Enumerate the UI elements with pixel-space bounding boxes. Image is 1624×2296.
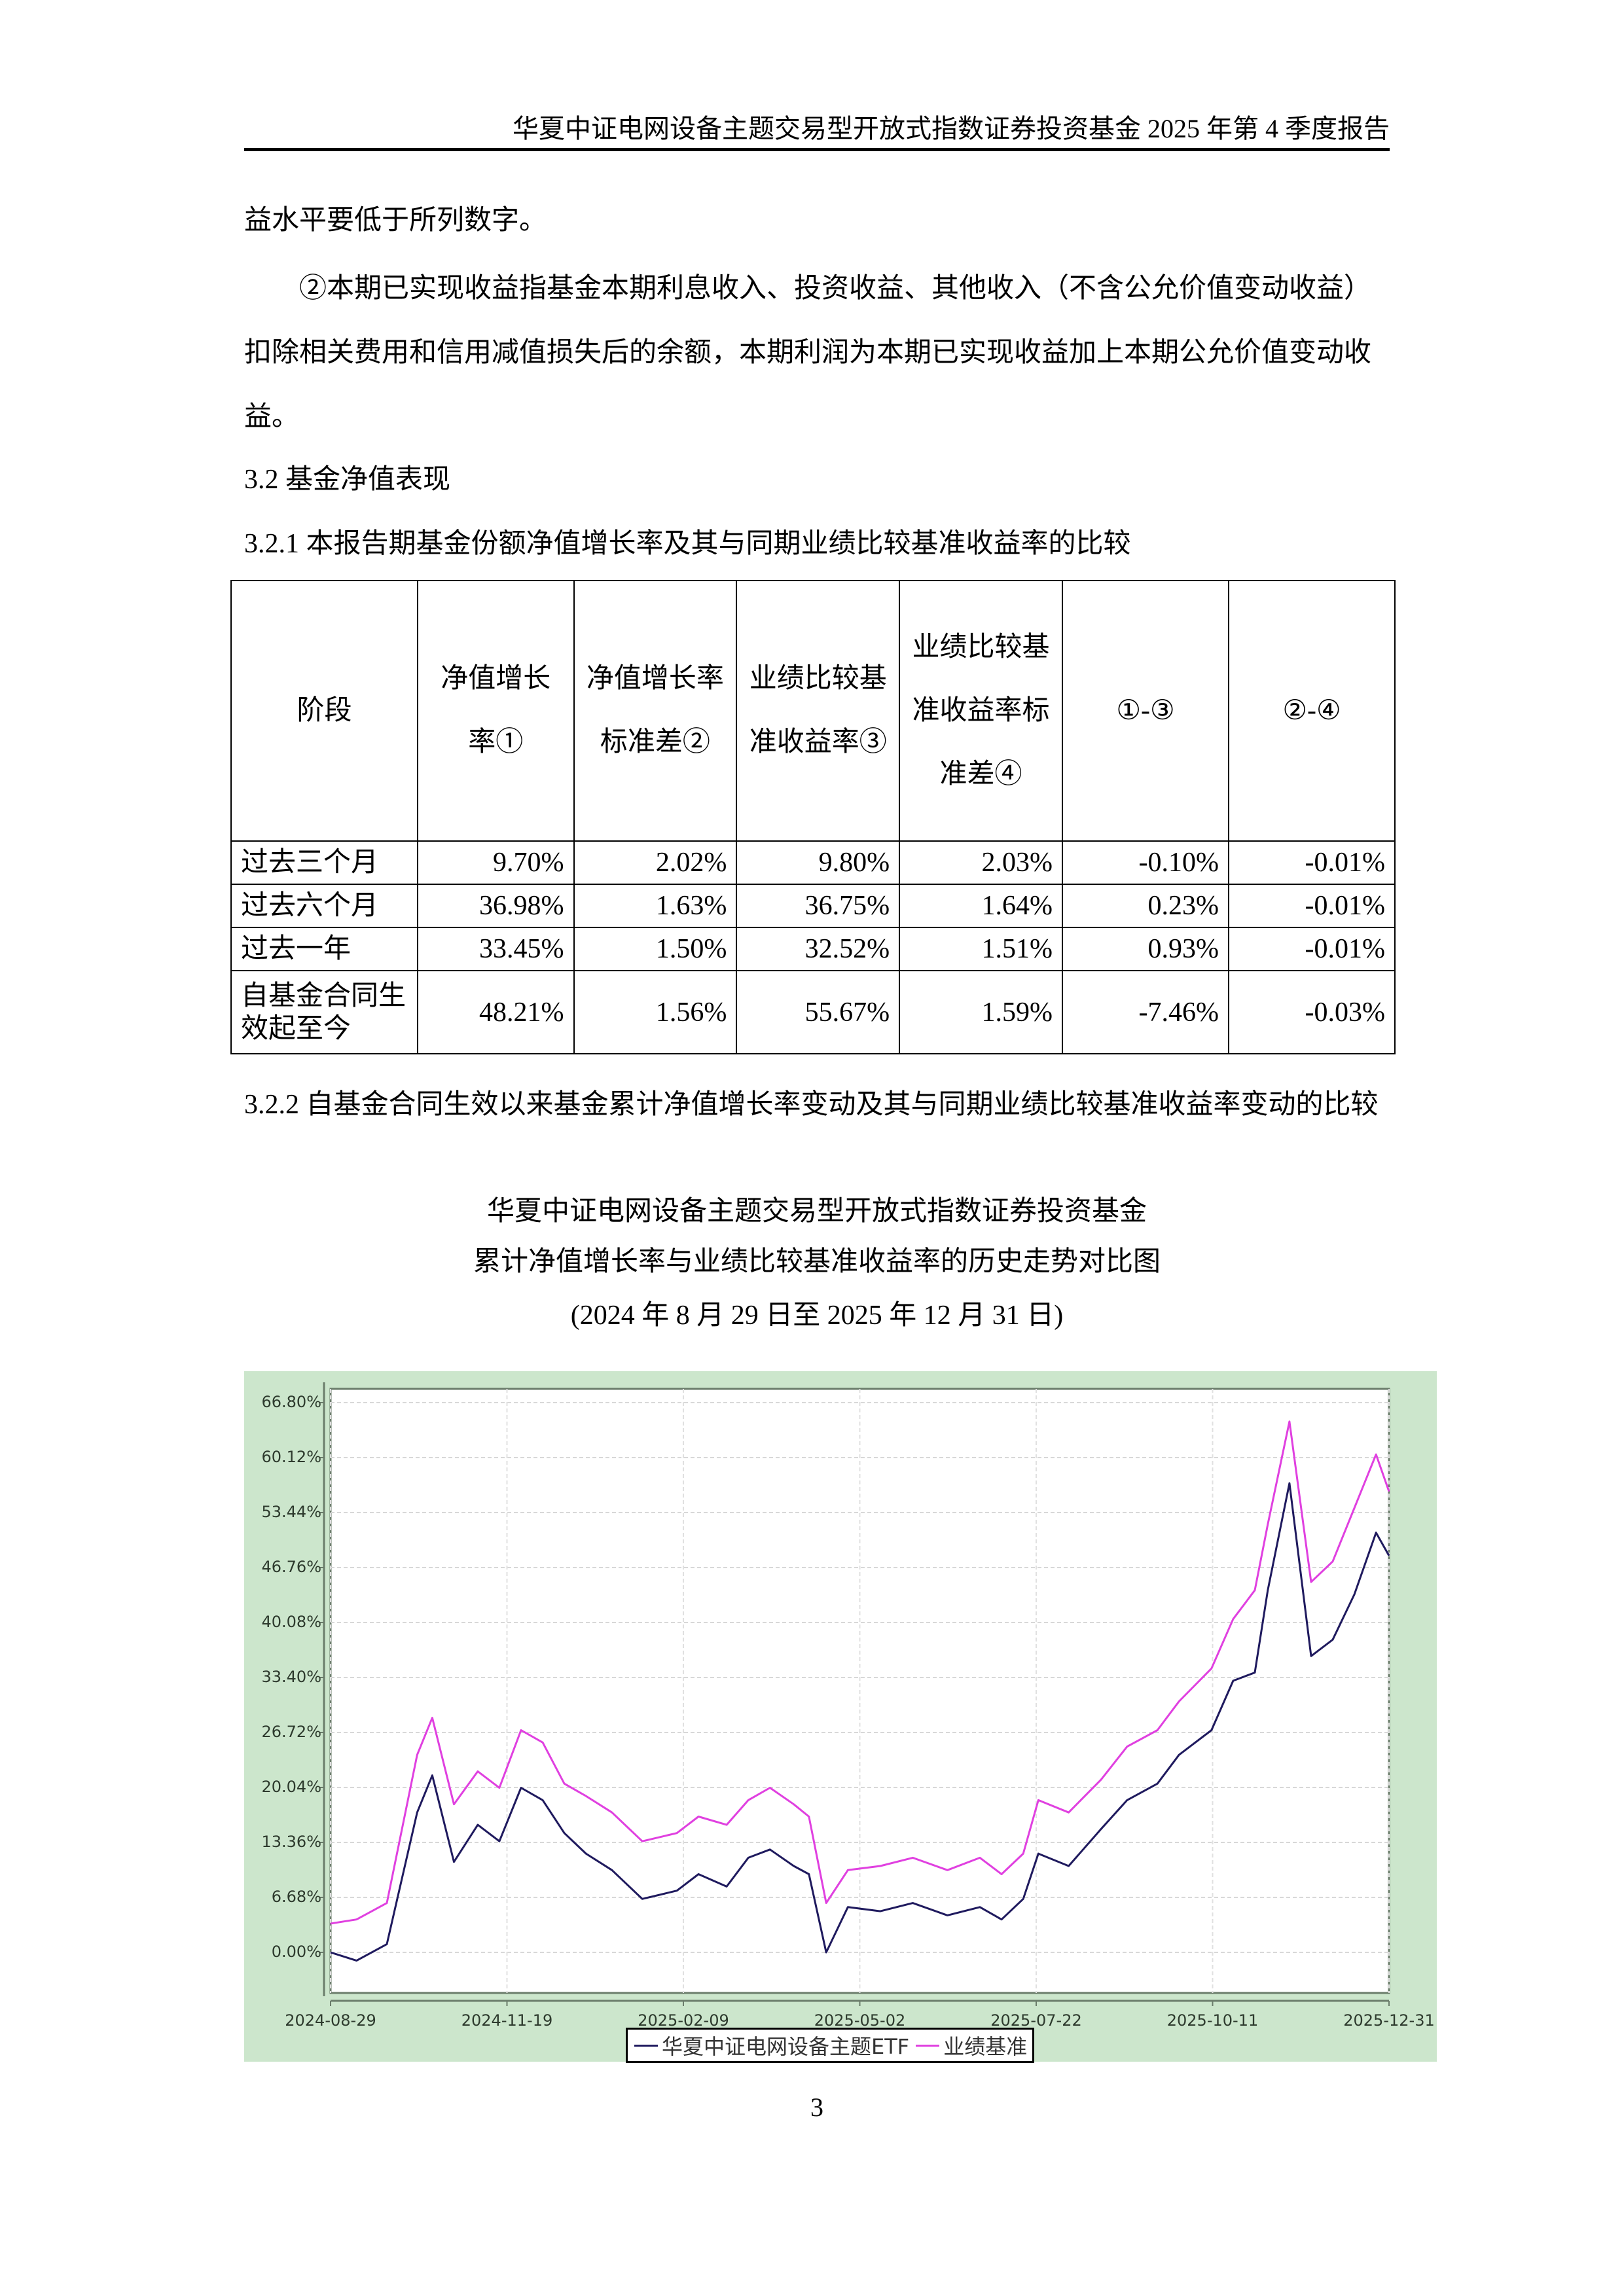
cell: 1.51% xyxy=(899,927,1063,971)
header-diff-2-4: ②-④ xyxy=(1227,580,1396,842)
cell: -0.01% xyxy=(1227,884,1396,928)
cell: 48.21% xyxy=(417,970,575,1054)
cell: -7.46% xyxy=(1061,970,1229,1054)
section-3-2-title: 3.2 基金净值表现 xyxy=(244,465,451,495)
cell: -0.01% xyxy=(1227,927,1396,971)
y-tick-label: 26.72% xyxy=(261,1723,321,1741)
cell: 1.63% xyxy=(573,884,738,928)
header-rule xyxy=(244,148,1390,151)
report-title: 华夏中证电网设备主题交易型开放式指数证券投资基金 2025 年第 4 季度报告 xyxy=(513,114,1390,143)
page-number: 3 xyxy=(810,2092,823,2122)
paragraph-continuation: 益水平要低于所列数字。 xyxy=(244,206,547,236)
y-tick-label: 33.40% xyxy=(261,1668,321,1686)
cell: 0.23% xyxy=(1061,884,1229,928)
performance-table: 阶段 净值增长率① 净值增长率标准差② 业绩比较基准收益率③ 业绩比较基准收益率… xyxy=(230,580,1396,1054)
y-tick-label: 20.04% xyxy=(261,1778,321,1796)
y-tick-label: 6.68% xyxy=(271,1888,321,1906)
cell: 1.59% xyxy=(899,970,1063,1054)
legend-benchmark-swatch-icon xyxy=(916,2044,940,2047)
section-3-2-1-title: 3.2.1 本报告期基金份额净值增长率及其与同期业绩比较基准收益率的比较 xyxy=(244,529,1131,559)
table-row: 过去三个月 9.70% 2.02% 9.80% 2.03% -0.10% -0.… xyxy=(230,840,1396,885)
header-nav-growth: 净值增长率① xyxy=(417,580,575,842)
legend-fund-label: 华夏中证电网设备主题ETF xyxy=(662,2034,910,2059)
y-tick-label: 53.44% xyxy=(261,1503,321,1521)
y-tick-label: 60.12% xyxy=(261,1448,321,1466)
x-tick-label: 2025-10-11 xyxy=(1166,2011,1259,2030)
cell: 33.45% xyxy=(417,927,575,971)
row-period: 过去一年 xyxy=(230,927,419,971)
header-nav-std: 净值增长率标准差② xyxy=(573,580,738,842)
section-3-2-2-title: 3.2.2 自基金合同生效以来基金累计净值增长率变动及其与同期业绩比较基准收益率… xyxy=(244,1090,1379,1120)
row-period: 过去三个月 xyxy=(230,840,419,885)
cell: 1.50% xyxy=(573,927,738,971)
chart-canvas xyxy=(320,1382,1390,2006)
table-header-row: 阶段 净值增长率① 净值增长率标准差② 业绩比较基准收益率③ 业绩比较基准收益率… xyxy=(230,580,1396,842)
chart-caption-line1: 华夏中证电网设备主题交易型开放式指数证券投资基金 xyxy=(486,1196,1147,1227)
cell: -0.01% xyxy=(1227,840,1396,885)
header-benchmark-return: 业绩比较基准收益率③ xyxy=(736,580,901,842)
legend-benchmark-label: 业绩基准 xyxy=(943,2034,1028,2059)
header-diff-1-3: ①-③ xyxy=(1061,580,1229,842)
cell: 2.03% xyxy=(899,840,1063,885)
nav-vs-benchmark-chart: 0.00% 6.68% 13.36% 20.04% 26.72% 33.40% 40.08%… xyxy=(244,1371,1437,2063)
cell: 2.02% xyxy=(573,840,738,885)
legend-fund-swatch-icon xyxy=(634,2044,658,2047)
header-period: 阶段 xyxy=(230,580,419,842)
row-period: 自基金合同生效起至今 xyxy=(230,970,419,1054)
cell: -0.03% xyxy=(1227,970,1396,1054)
y-tick-label: 40.08% xyxy=(261,1613,321,1631)
cell: 1.56% xyxy=(573,970,738,1054)
x-tick-label: 2025-05-02 xyxy=(814,2011,906,2030)
paragraph-note-2: ②本期已实现收益指基金本期利息收入、投资收益、其他收入（不含公允价值变动收益）扣… xyxy=(244,274,1372,432)
x-tick-label: 2024-08-29 xyxy=(285,2011,376,2030)
table-row: 过去一年 33.45% 1.50% 32.52% 1.51% 0.93% -0.… xyxy=(230,927,1396,971)
x-tick-label: 2024-11-19 xyxy=(461,2011,553,2030)
cell: 9.70% xyxy=(417,840,575,885)
chart-caption-line2: 累计净值增长率与业绩比较基准收益率的历史走势对比图 xyxy=(473,1247,1161,1277)
chart-legend: 华夏中证电网设备主题ETF 业绩基准 xyxy=(626,2028,1035,2063)
cell: 36.98% xyxy=(417,884,575,928)
x-tick-label: 2025-12-31 xyxy=(1343,2011,1435,2030)
row-period: 过去六个月 xyxy=(230,884,419,928)
cell: 55.67% xyxy=(736,970,901,1054)
y-tick-label: 0.00% xyxy=(271,1943,321,1961)
x-tick-label: 2025-02-09 xyxy=(638,2011,729,2030)
x-tick-label: 2025-07-22 xyxy=(990,2011,1082,2030)
cell: -0.10% xyxy=(1061,840,1229,885)
y-tick-label: 46.76% xyxy=(261,1558,321,1576)
cell: 36.75% xyxy=(736,884,901,928)
table-row: 自基金合同生效起至今 48.21% 1.56% 55.67% 1.59% -7.… xyxy=(230,970,1396,1054)
cell: 1.64% xyxy=(899,884,1063,928)
chart-caption-line3: (2024 年 8 月 29 日至 2025 年 12 月 31 日) xyxy=(570,1300,1064,1331)
table-row: 过去六个月 36.98% 1.63% 36.75% 1.64% 0.23% -0… xyxy=(230,884,1396,928)
y-tick-label: 13.36% xyxy=(261,1833,321,1851)
cell: 32.52% xyxy=(736,927,901,971)
cell: 0.93% xyxy=(1061,927,1229,971)
y-tick-label: 66.80% xyxy=(261,1393,321,1411)
header-benchmark-std: 业绩比较基准收益率标准差④ xyxy=(899,580,1063,842)
cell: 9.80% xyxy=(736,840,901,885)
